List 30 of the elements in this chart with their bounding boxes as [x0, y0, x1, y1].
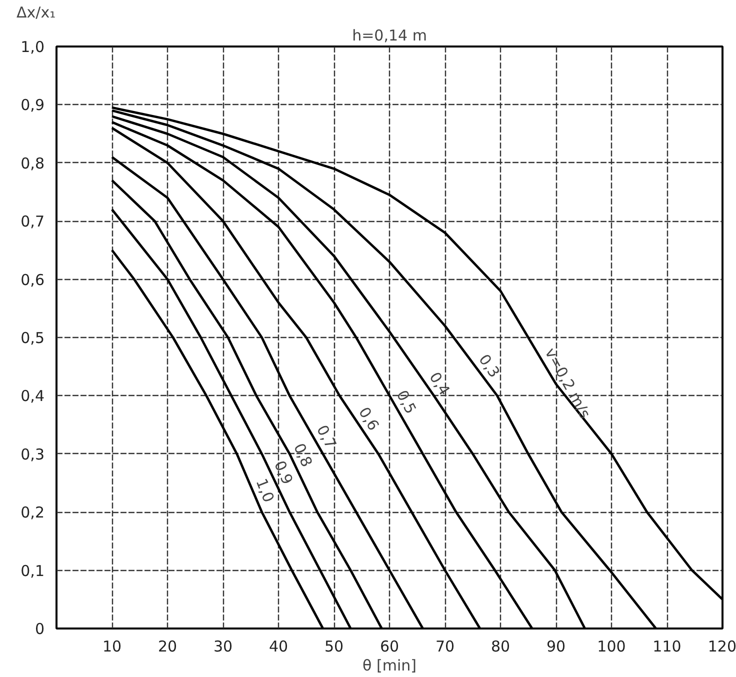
y-tick-label: 0,2 — [20, 504, 45, 522]
chart-title: h=0,14 m — [352, 26, 427, 44]
y-axis-title: Δx/x₁ — [16, 4, 56, 22]
text: 0,3 — [475, 351, 504, 381]
x-tick-label: 40 — [268, 638, 288, 656]
x-axis-title: θ [min] — [362, 656, 416, 674]
x-tick-label: 90 — [546, 638, 566, 656]
y-tick-label: 0,6 — [20, 270, 45, 289]
x-tick-label: 20 — [158, 638, 178, 656]
x-tick-label: 60 — [380, 638, 400, 656]
x-tick-label: 80 — [490, 638, 510, 656]
text: 0,6 — [354, 404, 383, 434]
y-tick-label: 0 — [34, 620, 45, 638]
x-tick-label: 10 — [102, 638, 122, 656]
y-tick-label: 0,8 — [20, 154, 45, 172]
x-tick-label: 120 — [708, 638, 736, 656]
x-tick-label: 100 — [597, 638, 626, 656]
x-tick-label: 110 — [652, 638, 682, 656]
x-tick-label: 70 — [435, 638, 455, 656]
text: 0,4 — [426, 368, 454, 399]
text: 0,5 — [392, 387, 420, 417]
y-tick-label: 0,4 — [20, 387, 45, 406]
x-tick-label: 50 — [324, 638, 344, 656]
x-tick-label: 30 — [213, 638, 233, 656]
y-tick-label: 0,3 — [20, 445, 45, 464]
y-tick-label: 0,9 — [20, 96, 45, 114]
y-tick-label: 0,1 — [20, 562, 45, 580]
y-tick-label: 0,7 — [20, 212, 45, 231]
y-tick-label: 0,5 — [20, 329, 45, 347]
y-tick-label: 1,0 — [20, 38, 45, 56]
